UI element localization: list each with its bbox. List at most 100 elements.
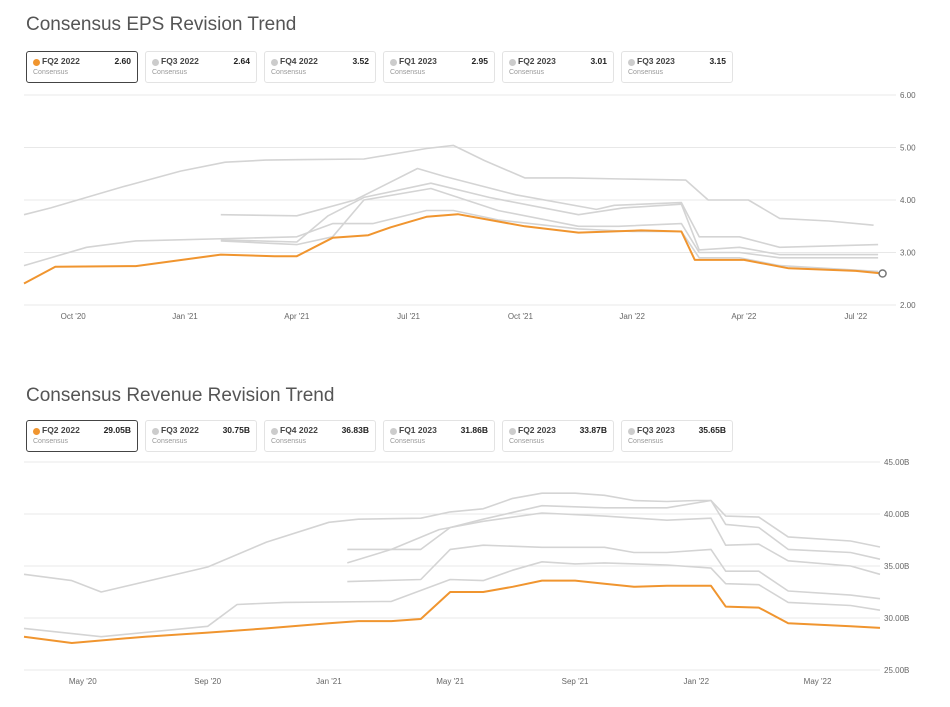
tab-label: FQ2 2022 bbox=[42, 56, 80, 66]
eps-tab-fq4-2022[interactable]: FQ4 2022 3.52 Consensus bbox=[264, 51, 376, 83]
eps-series-fq1-2023[interactable] bbox=[220, 182, 879, 256]
eps-series-fq2-2022[interactable] bbox=[23, 213, 883, 285]
eps-series-fq3-2022[interactable] bbox=[23, 144, 874, 226]
tab-sublabel: Consensus bbox=[390, 69, 426, 76]
eps-series-fq3-2022-lower[interactable] bbox=[23, 209, 879, 273]
eps-endpoint-marker[interactable] bbox=[878, 269, 887, 278]
tab-label: FQ2 2023 bbox=[518, 56, 556, 66]
series-dot-icon bbox=[628, 428, 635, 435]
tab-value: 30.75B bbox=[222, 425, 250, 435]
tab-sublabel: Consensus bbox=[509, 69, 545, 76]
revenue-y-tick-label: 35.00B bbox=[884, 562, 909, 571]
revenue-tab-fq3-2022[interactable]: FQ3 2022 30.75B Consensus bbox=[145, 420, 257, 452]
tab-label: FQ2 2023 bbox=[518, 425, 556, 435]
tab-value: 2.95 bbox=[471, 56, 488, 66]
revenue-tab-fq3-2023[interactable]: FQ3 2023 35.65B Consensus bbox=[621, 420, 733, 452]
eps-tab-fq1-2023[interactable]: FQ1 2023 2.95 Consensus bbox=[383, 51, 495, 83]
revenue-y-tick-label: 25.00B bbox=[884, 666, 909, 675]
tab-value: 2.64 bbox=[233, 56, 250, 66]
series-dot-icon bbox=[152, 428, 159, 435]
series-dot-icon bbox=[390, 428, 397, 435]
revenue-section: Consensus Revenue Revision Trend FQ2 202… bbox=[0, 380, 950, 707]
eps-y-tick-label: 2.00 bbox=[900, 301, 916, 310]
eps-x-tick-label: Apr '21 bbox=[284, 312, 310, 321]
series-dot-icon bbox=[509, 59, 516, 66]
revenue-x-tick-label: Sep '21 bbox=[562, 677, 589, 686]
tab-sublabel: Consensus bbox=[33, 438, 69, 445]
tab-label: FQ1 2023 bbox=[399, 425, 437, 435]
eps-x-tick-label: Oct '20 bbox=[61, 312, 87, 321]
tab-sublabel: Consensus bbox=[271, 69, 307, 76]
tab-value: 33.87B bbox=[579, 425, 607, 435]
tab-label: FQ3 2022 bbox=[161, 56, 199, 66]
tab-value: 29.05B bbox=[103, 425, 131, 435]
series-dot-icon bbox=[509, 428, 516, 435]
tab-label: FQ3 2023 bbox=[637, 56, 675, 66]
tab-value: 3.52 bbox=[352, 56, 369, 66]
revenue-x-tick-label: Jan '22 bbox=[684, 677, 710, 686]
revenue-x-tick-label: Jan '21 bbox=[316, 677, 342, 686]
tab-value: 36.83B bbox=[341, 425, 369, 435]
revenue-chart: 45.00B 40.00B 35.00B 30.00B 25.00B May '20 Sep… bbox=[23, 458, 909, 686]
tab-label: FQ3 2022 bbox=[161, 425, 199, 435]
tab-sublabel: Consensus bbox=[271, 438, 307, 445]
tab-label: FQ3 2023 bbox=[637, 425, 675, 435]
revenue-tabs: FQ2 2022 29.05B Consensus FQ3 2022 30.75B Con… bbox=[26, 420, 733, 452]
eps-x-tick-label: Apr '22 bbox=[731, 312, 757, 321]
tab-sublabel: Consensus bbox=[509, 438, 545, 445]
tab-label: FQ4 2022 bbox=[280, 56, 318, 66]
revenue-series-fq3-2023[interactable] bbox=[23, 561, 881, 638]
revenue-x-tick-label: May '22 bbox=[804, 677, 832, 686]
revenue-tab-fq2-2023[interactable]: FQ2 2023 33.87B Consensus bbox=[502, 420, 614, 452]
tab-value: 35.65B bbox=[698, 425, 726, 435]
revenue-series-fq2-2023[interactable] bbox=[347, 544, 881, 600]
series-dot-icon bbox=[390, 59, 397, 66]
tab-label: FQ1 2023 bbox=[399, 56, 437, 66]
eps-tabs: FQ2 2022 2.60 Consensus FQ3 2022 2.64 Consens… bbox=[26, 51, 733, 83]
series-dot-icon bbox=[628, 59, 635, 66]
revenue-x-tick-label: May '20 bbox=[69, 677, 97, 686]
revenue-y-tick-label: 40.00B bbox=[884, 510, 909, 519]
eps-section: Consensus EPS Revision Trend FQ2 2022 2.6… bbox=[0, 0, 950, 330]
eps-x-tick-label: Jan '22 bbox=[619, 312, 645, 321]
revenue-series-fq3-2022[interactable] bbox=[23, 492, 881, 593]
eps-x-tick-label: Oct '21 bbox=[508, 312, 534, 321]
eps-y-tick-label: 4.00 bbox=[900, 196, 916, 205]
tab-value: 31.86B bbox=[460, 425, 488, 435]
tab-sublabel: Consensus bbox=[152, 69, 188, 76]
eps-y-tick-label: 5.00 bbox=[900, 144, 916, 153]
eps-tab-fq3-2023[interactable]: FQ3 2023 3.15 Consensus bbox=[621, 51, 733, 83]
eps-tab-fq3-2022[interactable]: FQ3 2022 2.64 Consensus bbox=[145, 51, 257, 83]
eps-x-tick-label: Jul '21 bbox=[397, 312, 420, 321]
revenue-series-fq4-2022[interactable] bbox=[347, 512, 881, 576]
series-dot-icon bbox=[33, 428, 40, 435]
tab-value: 3.01 bbox=[590, 56, 607, 66]
tab-value: 2.60 bbox=[114, 56, 131, 66]
eps-title: Consensus EPS Revision Trend bbox=[26, 14, 297, 35]
revenue-series-fq2-2022[interactable] bbox=[23, 579, 881, 644]
revenue-y-tick-label: 30.00B bbox=[884, 614, 909, 623]
revenue-series-fq1-2023[interactable] bbox=[347, 499, 881, 560]
tab-label: FQ4 2022 bbox=[280, 425, 318, 435]
eps-tab-fq2-2022[interactable]: FQ2 2022 2.60 Consensus bbox=[26, 51, 138, 83]
tab-sublabel: Consensus bbox=[152, 438, 188, 445]
revenue-tab-fq4-2022[interactable]: FQ4 2022 36.83B Consensus bbox=[264, 420, 376, 452]
tab-value: 3.15 bbox=[709, 56, 726, 66]
tab-sublabel: Consensus bbox=[628, 69, 664, 76]
tab-sublabel: Consensus bbox=[33, 69, 69, 76]
series-dot-icon bbox=[152, 59, 159, 66]
series-dot-icon bbox=[271, 59, 278, 66]
eps-x-tick-label: Jan '21 bbox=[172, 312, 198, 321]
revenue-x-tick-label: May '21 bbox=[436, 677, 464, 686]
series-dot-icon bbox=[271, 428, 278, 435]
revenue-tab-fq2-2022[interactable]: FQ2 2022 29.05B Consensus bbox=[26, 420, 138, 452]
eps-tab-fq2-2023[interactable]: FQ2 2023 3.01 Consensus bbox=[502, 51, 614, 83]
revenue-tab-fq1-2023[interactable]: FQ1 2023 31.86B Consensus bbox=[383, 420, 495, 452]
eps-chart: 6.00 5.00 4.00 3.00 2.00 Oct '20 Jan '21 Apr '2… bbox=[23, 91, 916, 321]
eps-series-fq4-2022[interactable] bbox=[220, 167, 879, 249]
revenue-y-tick-label: 45.00B bbox=[884, 458, 909, 467]
eps-y-tick-label: 6.00 bbox=[900, 91, 916, 100]
tab-sublabel: Consensus bbox=[628, 438, 664, 445]
tab-label: FQ2 2022 bbox=[42, 425, 80, 435]
revenue-x-tick-label: Sep '20 bbox=[194, 677, 221, 686]
